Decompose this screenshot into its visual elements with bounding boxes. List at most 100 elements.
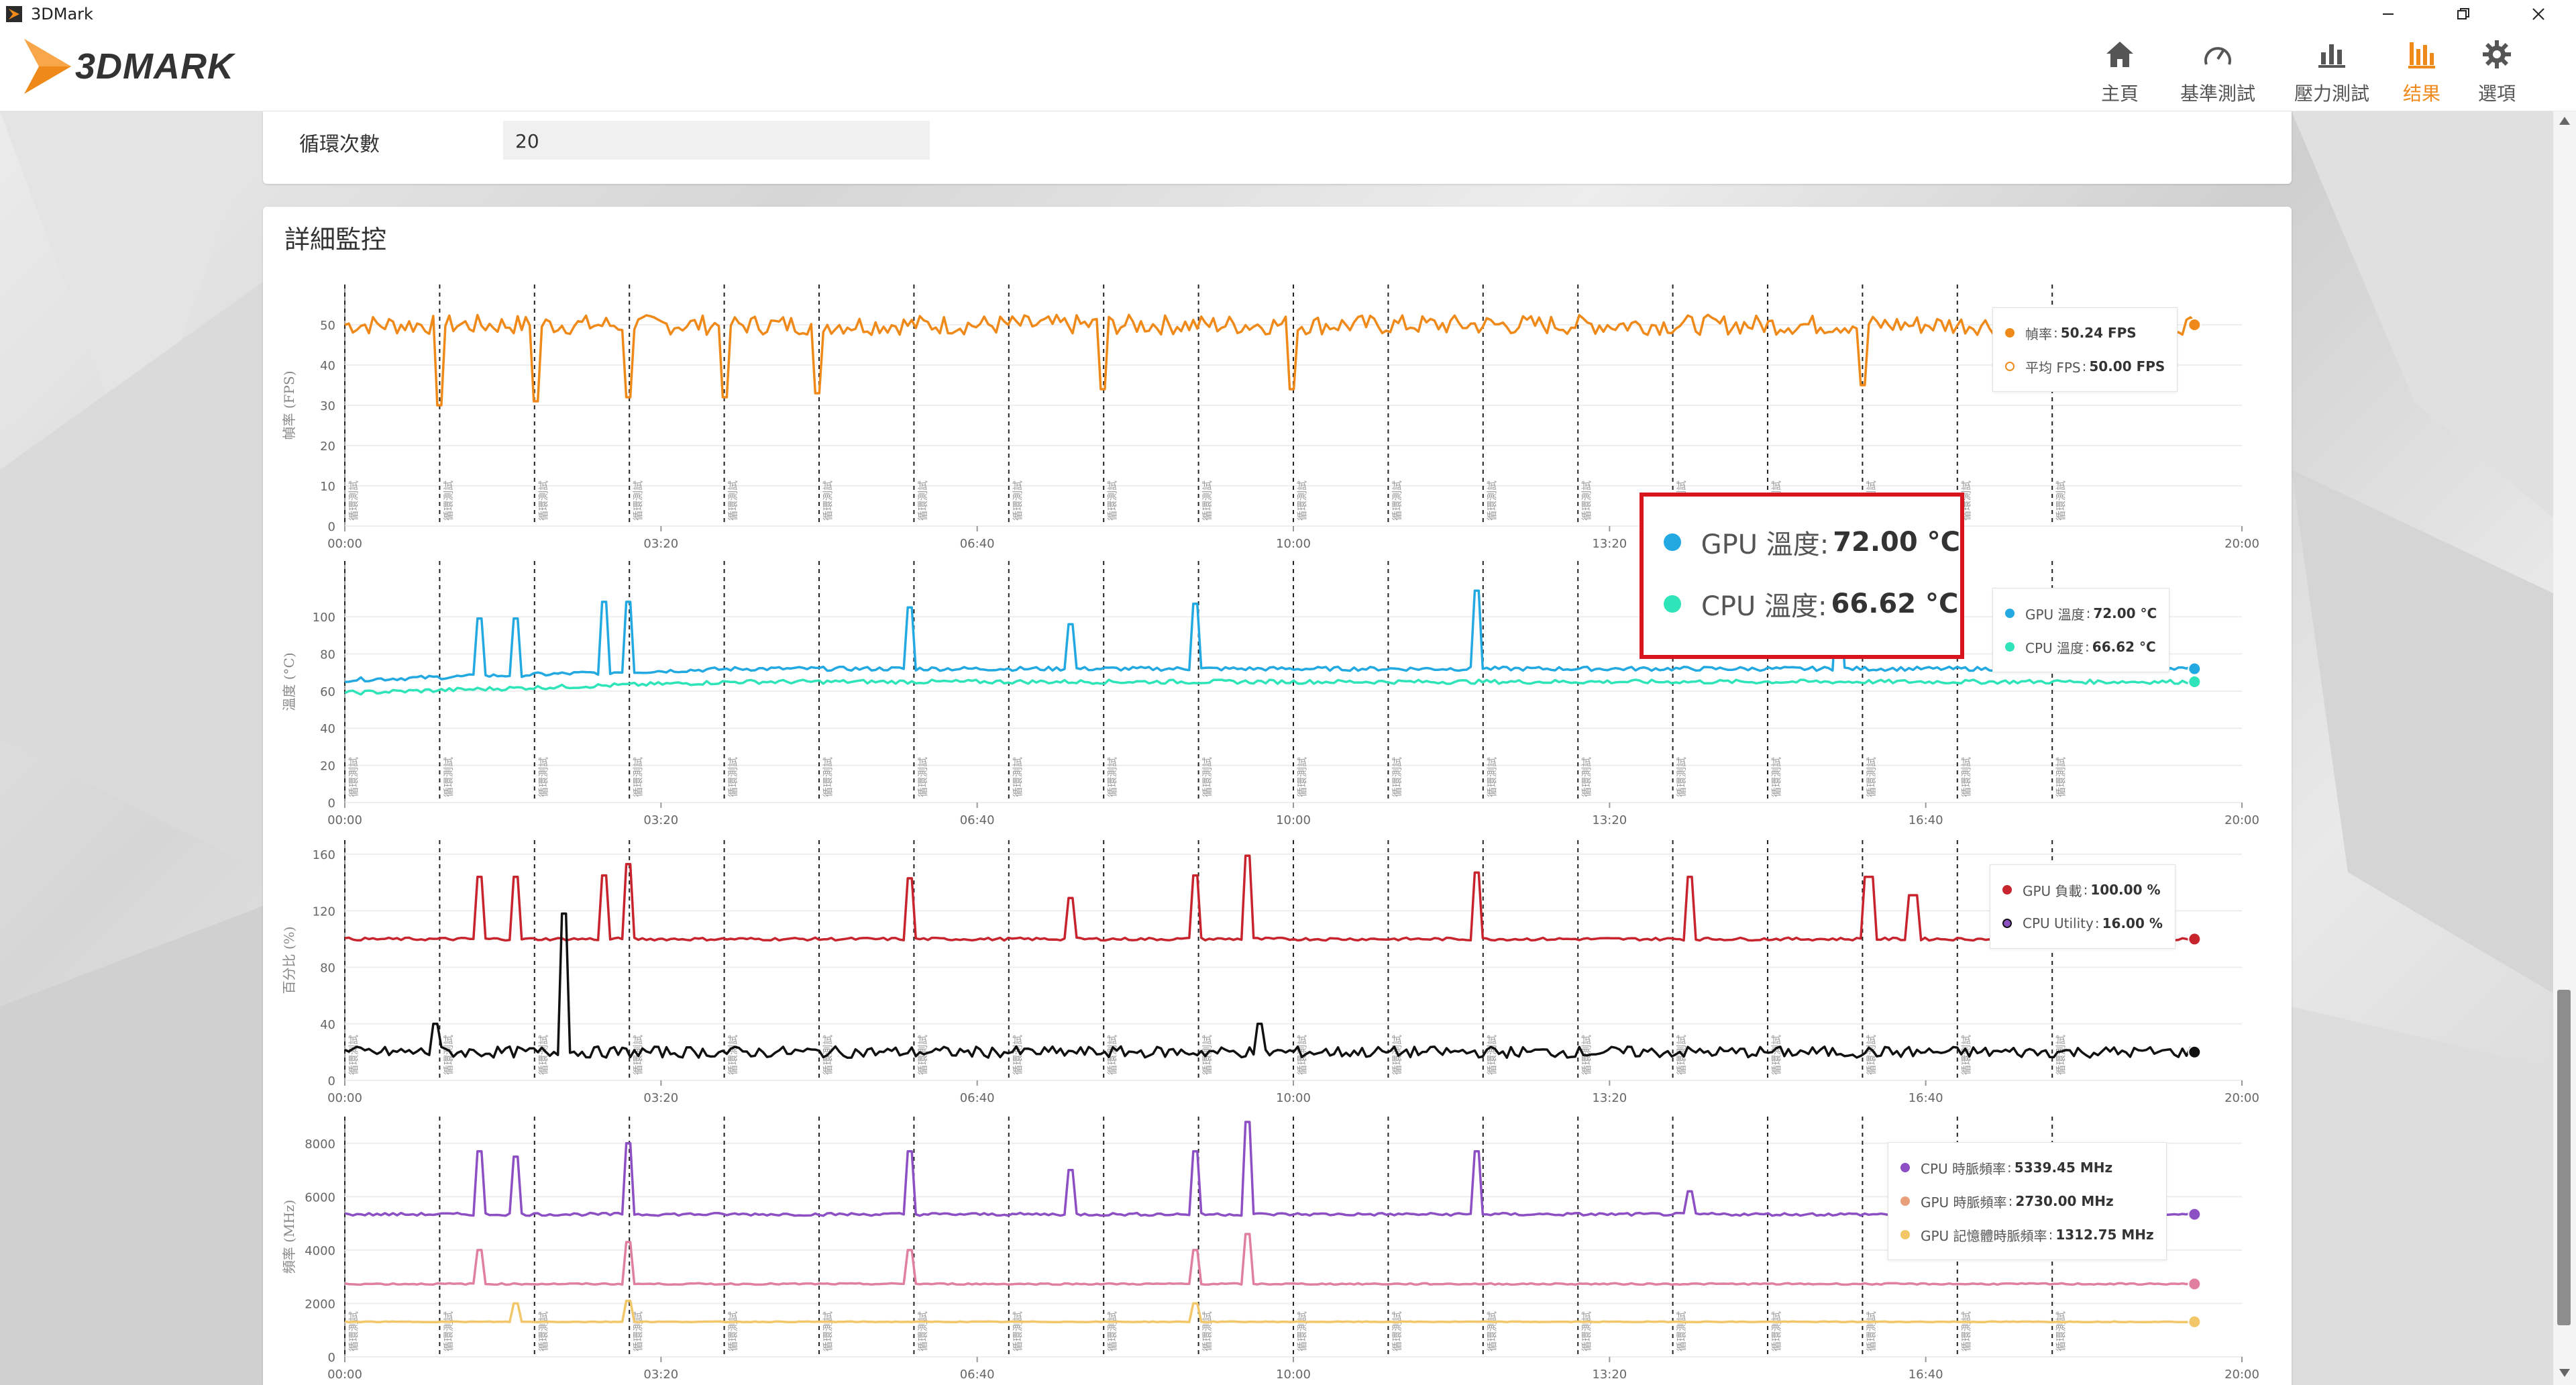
x-tick-label: 10:00 [1276,1091,1311,1105]
nav-results[interactable]: 结果 [2403,38,2440,106]
legend-item[interactable]: GPU 記憶體時脈頻率:1312.75 MHz [1900,1218,2154,1251]
minimize-button[interactable] [2351,0,2426,28]
x-tick-label: 20:00 [2224,1091,2259,1105]
loop-marker-label: 循環測試 [2055,1311,2067,1351]
legend-item[interactable]: CPU Utility:16.00 % [2002,907,2163,940]
loop-marker-label: 循環測試 [442,757,454,797]
loop-marker-label: 循環測試 [347,480,360,521]
legend-item[interactable]: 平均 FPS:50.00 FPS [2005,350,2165,383]
series-line [344,313,2196,407]
loop-marker-label: 循環測試 [1486,1311,1498,1351]
series-end-marker [2188,662,2202,676]
callout-row-cpu: CPU 溫度: 66.62 °C [1664,573,1960,635]
legend-item[interactable]: GPU 負載:100.00 % [2002,873,2163,907]
loop-marker-label: 循環測試 [1960,757,1972,797]
loop-marker-label: 循環測試 [1391,1311,1403,1351]
nav-stress-tests-label: 壓力測試 [2294,83,2370,105]
series-line [344,678,2195,696]
section-title: 詳細監控 [284,225,387,254]
x-tick-label: 06:40 [960,813,995,827]
logo-text: 3DMARK [75,46,235,87]
loop-marker-label: 循環測試 [916,1311,928,1351]
3dmark-logo[interactable]: 3DMARK [24,39,234,94]
frequency-legend: CPU 時脈頻率:5339.45 MHz GPU 時脈頻率:2730.00 MH… [1888,1142,2167,1260]
legend-item[interactable]: GPU 溫度:72.00 °C [2005,597,2157,630]
series-line [344,1121,2195,1217]
x-tick-label: 13:20 [1592,537,1627,551]
loop-marker-label: 循環測試 [1580,757,1593,797]
nav-stress-tests[interactable]: 壓力測試 [2294,38,2369,106]
x-tick-label: 00:00 [327,1091,362,1105]
y-tick-label: 80 [320,648,335,662]
series-line [344,1299,2195,1324]
y-tick-label: 20 [320,440,335,454]
logo-mark-icon [24,39,71,94]
x-tick-label: 06:40 [960,537,995,551]
series-end-marker [2188,1315,2202,1329]
legend-item[interactable]: 幀率:50.24 FPS [2005,316,2165,350]
x-tick-label: 03:20 [643,1368,678,1382]
loop-marker-label: 循環測試 [632,480,644,521]
y-axis-label: 百分比 (%) [281,927,297,994]
y-tick-label: 120 [313,905,335,919]
y-tick-label: 0 [328,520,335,534]
loop-marker-label: 循環測試 [1486,480,1498,521]
loop-marker-label: 循環測試 [1865,757,1877,797]
restore-icon [2457,8,2469,19]
nav-home[interactable]: 主頁 [2101,38,2139,106]
x-tick-label: 06:40 [960,1368,995,1382]
y-tick-label: 0 [328,1074,335,1088]
loop-marker-label: 循環測試 [1201,757,1214,797]
scrollbar-thumb[interactable] [2557,990,2571,1325]
nav-home-label: 主頁 [2101,83,2139,105]
series-line [344,589,2196,683]
loop-marker-label: 循環測試 [2055,480,2067,521]
loop-marker-label: 循環測試 [727,480,739,521]
x-tick-label: 20:00 [2224,813,2259,827]
results-icon [2405,38,2438,71]
y-axis-label: 幀率 (FPS) [281,371,297,440]
close-button[interactable] [2501,0,2576,28]
y-tick-label: 80 [320,962,335,976]
loop-marker-label: 循環測試 [1296,480,1308,521]
loop-marker-label: 循環測試 [1865,1035,1877,1075]
scroll-up-icon[interactable] [2557,114,2572,127]
legend-item[interactable]: CPU 時脈頻率:5339.45 MHz [1900,1151,2154,1184]
legend-item[interactable]: GPU 時脈頻率:2730.00 MHz [1900,1184,2154,1218]
series-end-marker [2188,318,2202,331]
y-tick-label: 100 [313,611,335,625]
x-tick-label: 00:00 [327,813,362,827]
loop-marker-label: 循環測試 [2055,1035,2067,1075]
percentage-legend: GPU 負載:100.00 % CPU Utility:16.00 % [1990,864,2176,949]
loop-marker-label: 循環測試 [1676,1311,1688,1351]
loop-marker-label: 循環測試 [1106,480,1118,521]
window-title: 3DMark [31,5,93,23]
series-line [344,1233,2195,1286]
legend-item[interactable]: CPU 溫度:66.62 °C [2005,630,2157,664]
series-end-marker [2188,932,2202,946]
nav-benchmarks[interactable]: 基準測試 [2180,38,2255,106]
gear-icon [2480,38,2514,71]
x-tick-label: 03:20 [643,1091,678,1105]
y-tick-label: 50 [320,319,335,333]
series-end-marker [2188,1207,2202,1221]
loop-marker-label: 循環測試 [727,1035,739,1075]
loop-marker-label: 循環測試 [1676,757,1688,797]
restore-button[interactable] [2426,0,2501,28]
scroll-down-icon[interactable] [2557,1366,2572,1380]
app-header: 3DMARK 主頁 基準測試 壓力測試 结果 [0,28,2576,111]
loop-count-value: 20 [503,121,930,160]
loop-marker-label: 循環測試 [1391,757,1403,797]
loop-marker-label: 循環測試 [1012,757,1024,797]
loop-marker-label: 循環測試 [1201,1311,1214,1351]
loop-marker-label: 循環測試 [2055,757,2067,797]
loop-marker-label: 循環測試 [632,757,644,797]
y-tick-label: 10 [320,480,335,494]
loop-marker-label: 循環測試 [1106,1311,1118,1351]
loop-marker-label: 循環測試 [916,480,928,521]
y-tick-label: 160 [313,848,335,862]
loop-marker-label: 循環測試 [1865,1311,1877,1351]
series-end-marker [2188,1045,2202,1059]
loop-marker-label: 循環測試 [1391,480,1403,521]
nav-options[interactable]: 選項 [2478,38,2516,106]
